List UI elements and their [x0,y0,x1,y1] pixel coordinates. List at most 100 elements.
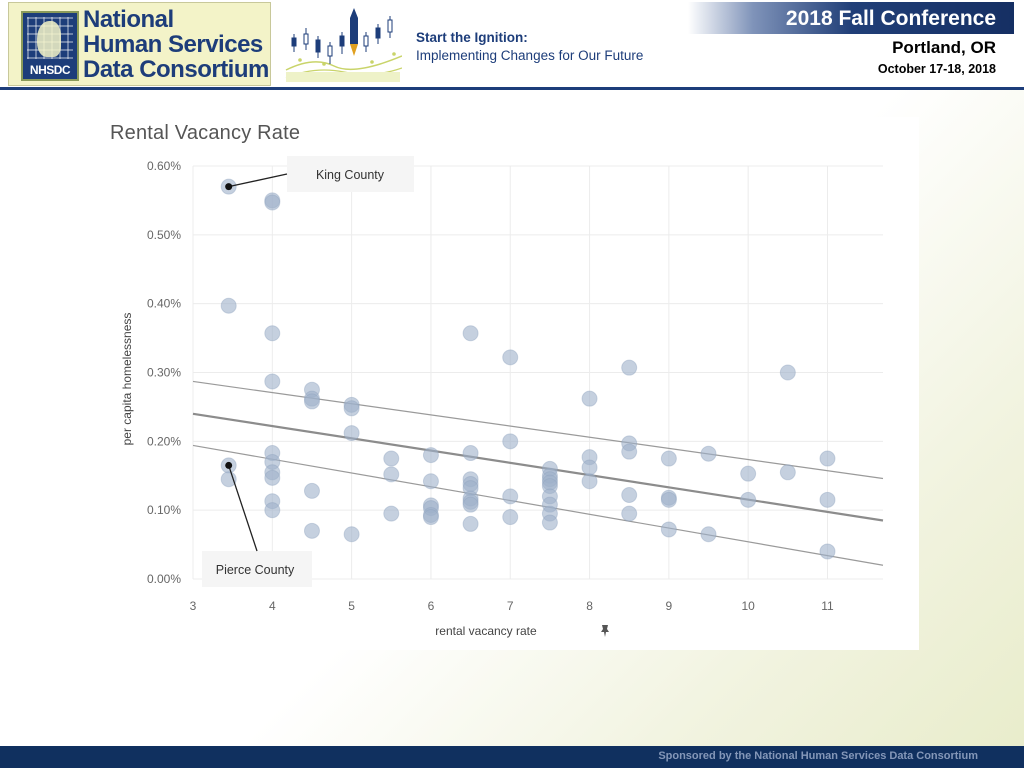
y-tick-label: 0.40% [147,297,181,311]
conference-theme-title: Start the Ignition: [416,30,528,45]
data-point [303,393,320,410]
annotation-leader [228,173,288,188]
data-point [383,450,400,467]
slide-header: NHSDC National Human Services Data Conso… [0,0,1024,90]
scatter-chart: 0.00% 0.10% 0.20% 0.30% 0.40% 0.50% 0.60% 3 4 5 6… [120,156,884,638]
data-point [779,464,796,481]
trend-lower-band [192,444,884,566]
data-point [660,521,677,538]
data-point [343,400,360,417]
data-point [581,473,598,490]
x-tick-label: 10 [741,599,755,613]
data-point [264,373,281,390]
data-point [383,466,400,483]
data-point [621,359,638,376]
data-point [541,514,558,531]
data-point [422,509,439,526]
data-point [462,515,479,532]
scatter-chart-panel: Rental Vacancy Rate 0.00% 0.10% 0.20% 0.30%… [106,117,919,650]
x-tick-label: 6 [428,599,435,613]
y-axis-ticks: 0.00% 0.10% 0.20% 0.30% 0.40% 0.50% 0.60% [147,159,181,586]
trend-line [192,412,884,522]
y-tick-label: 0.30% [147,366,181,380]
data-point [264,325,281,342]
data-point [819,450,836,467]
data-point [621,487,638,504]
organization-logo: NHSDC National Human Services Data Conso… [8,2,271,86]
x-axis-ticks: 3 4 5 6 7 8 9 10 11 [190,599,834,613]
data-point [220,471,237,488]
data-point [740,465,757,482]
data-point [621,505,638,522]
sponsor-text: Sponsored by the National Human Services… [658,750,978,762]
data-point [343,425,360,442]
chart-title: Rental Vacancy Rate [110,122,301,144]
annotation-label: King County [316,168,385,182]
y-tick-label: 0.10% [147,503,181,517]
annotation-box [202,551,312,587]
data-point [700,445,717,462]
conference-title: 2018 Fall Conference [785,7,996,30]
slide-footer: Sponsored by the National Human Services… [0,746,1024,768]
organization-name: National Human Services Data Consortium [83,7,269,82]
y-tick-label: 0.20% [147,434,181,448]
conference-title-bar: 2018 Fall Conference [688,2,1014,34]
data-point [303,482,320,499]
annotation-label: Pierce County [216,563,295,577]
x-tick-label: 11 [821,599,834,613]
data-point [581,459,598,476]
y-axis-label: per capita homelessness [120,313,134,446]
profile-face-icon: NHSDC [21,11,79,81]
data-point [422,473,439,490]
logo-abbreviation: NHSDC [29,63,71,77]
data-point [462,445,479,462]
data-point [621,443,638,460]
data-point [462,325,479,342]
data-point [462,496,479,513]
data-point [819,491,836,508]
y-tick-label: 0.50% [147,228,181,242]
organization-name-line1: National [83,6,174,33]
pin-icon[interactable] [601,625,609,637]
data-point [383,505,400,522]
x-axis-label: rental vacancy rate [435,624,537,638]
data-point [502,488,519,505]
annotation-leader [228,465,258,552]
organization-name-line2: Human Services [83,31,263,58]
x-tick-label: 3 [190,599,197,613]
data-point [264,469,281,486]
data-point [343,526,360,543]
x-tick-label: 9 [666,599,673,613]
data-point [502,433,519,450]
y-tick-label: 0.60% [147,159,181,173]
data-point [700,526,717,543]
data-point [819,543,836,560]
x-tick-label: 4 [269,599,276,613]
conference-dates: October 17-18, 2018 [877,62,996,76]
data-points [220,178,836,560]
data-point [740,491,757,508]
annotation-box [287,156,414,192]
candlestick-rocket-icon [285,8,402,82]
data-point [220,297,237,314]
x-tick-label: 8 [586,599,593,613]
annotation-marker [225,461,233,469]
trend-lines [192,380,884,566]
data-point [303,522,320,539]
data-point [264,194,281,211]
data-point [502,509,519,526]
annotation-marker [225,183,233,191]
chart-grid [192,165,883,580]
data-point [581,390,598,407]
x-tick-label: 7 [507,599,514,613]
chart-annotations: King County Pierce County [202,156,414,587]
conference-theme-subtitle: Implementing Changes for Our Future [416,48,644,63]
data-point [502,349,519,366]
conference-city: Portland, OR [892,38,996,57]
header-divider [0,87,1024,90]
data-point [422,447,439,464]
data-point [264,502,281,519]
data-point [779,364,796,381]
data-point [660,491,677,508]
x-tick-label: 5 [348,599,355,613]
